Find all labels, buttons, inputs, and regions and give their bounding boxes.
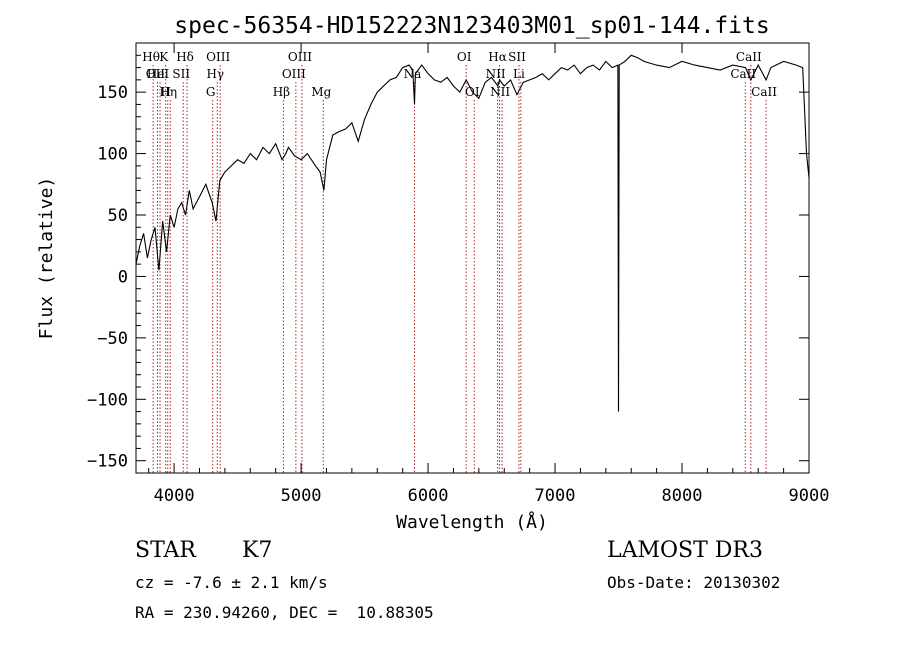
line-marker-label: K [159, 50, 169, 64]
line-marker-label: Mg [311, 85, 331, 99]
line-marker-label: SII [508, 50, 526, 64]
line-marker-label: Hβ [273, 85, 290, 99]
line-marker-label: OIII [288, 50, 312, 64]
x-tick-label: 9000 [789, 486, 830, 506]
observation-date: Obs-Date: 20130302 [607, 573, 781, 592]
line-marker-label: CaII [730, 67, 756, 81]
line-marker-label: Hη [159, 85, 177, 99]
spectral-line-markers [152, 65, 767, 473]
y-axis-label: Flux (relative) [36, 177, 57, 340]
x-tick-label: 7000 [535, 486, 576, 506]
object-subclass: K7 [242, 538, 273, 563]
line-marker-label: OI [457, 50, 472, 64]
y-tick-label: −50 [97, 329, 128, 349]
line-marker-label: OII [146, 67, 166, 81]
survey-name: LAMOST DR3 [607, 538, 763, 563]
line-marker-label: G [206, 85, 216, 99]
x-tick-label: 4000 [154, 486, 195, 506]
spectrum-chart: spec-56354-HD152223N123403M01_sp01-144.f… [36, 13, 830, 533]
line-marker-label: H [161, 85, 171, 99]
redshift-readout: cz = -7.6 ± 2.1 km/s [135, 573, 328, 592]
plot-frame [135, 42, 810, 474]
line-marker-label: HeI [147, 67, 170, 81]
line-marker-label: Hδ [176, 50, 194, 64]
x-tick-label: 5000 [281, 486, 322, 506]
x-tick-label: 6000 [408, 486, 449, 506]
flux-series-line [135, 54, 810, 412]
line-marker-label: CaII [751, 85, 777, 99]
y-tick-label: 100 [97, 145, 128, 165]
chart-title: spec-56354-HD152223N123403M01_sp01-144.f… [174, 13, 769, 39]
y-tick-label: −100 [87, 390, 128, 410]
line-marker-label: OIII [282, 67, 306, 81]
line-marker-label: Hθ [142, 50, 160, 64]
y-tick-label: −150 [87, 452, 128, 472]
line-marker-label: CaII [736, 50, 762, 64]
line-marker-label: NII [490, 85, 510, 99]
line-marker-label: Li [513, 67, 525, 81]
y-tick-label: 150 [97, 83, 128, 103]
y-axis-ticks: −150 −100 −50 0 50 100 150 [87, 54, 809, 472]
line-marker-label: Hα [488, 50, 507, 64]
line-marker-label: Hγ [206, 67, 224, 81]
y-tick-label: 0 [118, 267, 128, 287]
spectral-line-labels: HθOIIHeIKHηHSIIHδGHγOIIIHβOIIIOIIIMgNaOI… [142, 50, 777, 99]
coordinates-readout: RA = 230.94260, DEC = 10.88305 [135, 603, 434, 622]
x-tick-label: 8000 [662, 486, 703, 506]
x-axis-label: Wavelength (Å) [396, 511, 548, 533]
line-marker-label: OIII [206, 50, 230, 64]
line-marker-label: SII [172, 67, 190, 81]
x-axis-ticks: 4000 5000 6000 7000 8000 9000 [148, 43, 830, 506]
object-class: STAR [135, 538, 196, 563]
y-tick-label: 50 [108, 206, 128, 226]
